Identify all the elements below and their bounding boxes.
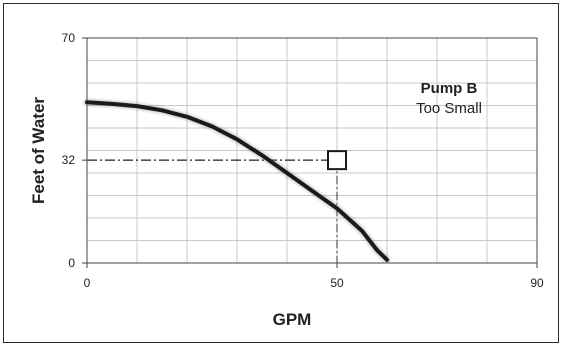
x-tick-label: 50 <box>330 276 344 290</box>
y-tick-label: 0 <box>68 256 75 270</box>
x-tick-label: 90 <box>530 276 544 290</box>
y-tick-label: 32 <box>62 153 76 167</box>
x-tick-label: 0 <box>84 276 91 290</box>
y-axis-title: Feet of Water <box>29 97 48 204</box>
operating-point-guides <box>87 156 338 263</box>
operating-point-marker <box>327 150 347 171</box>
chart-frame <box>3 3 559 343</box>
pump-name-label: Pump B <box>421 80 478 97</box>
tick-labels: 0 50 90 70 32 0 <box>62 31 544 290</box>
plot-area <box>86 37 538 264</box>
x-axis-title: GPM <box>273 310 312 329</box>
grid-lines <box>87 38 537 263</box>
operating-point-square <box>327 150 347 171</box>
pump-status-label: Too Small <box>416 100 482 117</box>
y-tick-label: 70 <box>62 31 76 45</box>
pump-curve-line <box>85 100 389 262</box>
pump-curve <box>83 98 391 264</box>
